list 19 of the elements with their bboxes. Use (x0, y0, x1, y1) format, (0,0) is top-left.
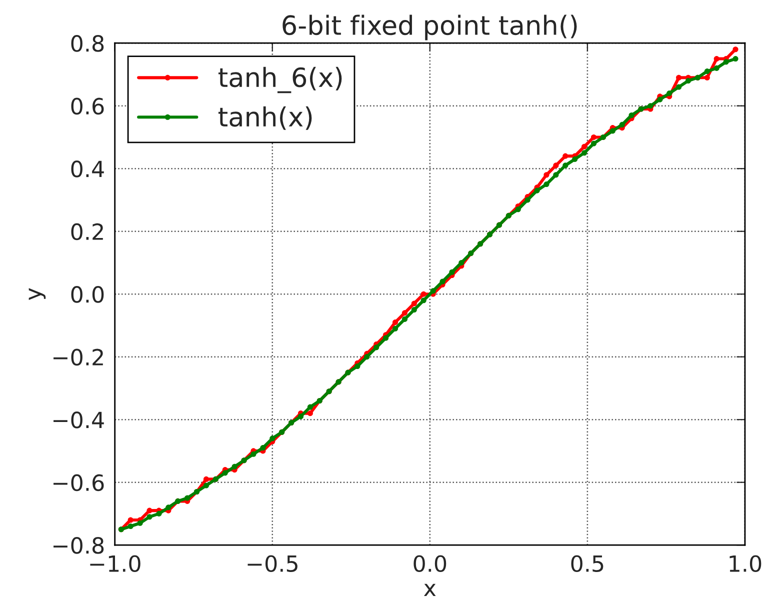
y-tick-label: 0.2 (71, 223, 103, 240)
y-tick-label: −0.4 (54, 412, 104, 428)
x-tick-label: 0.5 (571, 555, 604, 572)
x-tick-label: −0.5 (248, 555, 298, 572)
y-tick-label: −0.2 (54, 348, 103, 366)
x-tick-label: −1.0 (90, 555, 140, 572)
y-tick-label: 0.6 (71, 98, 104, 115)
legend-label: tanh_6(x) (218, 66, 342, 94)
chart-title: 6-bit fixed point tanh() (282, 14, 577, 40)
y-tick-label: −0.8 (54, 537, 104, 554)
y-tick-label: 0.4 (71, 160, 104, 178)
legend-label: tanh(x) (218, 106, 312, 130)
y-tick-label: 0.0 (71, 286, 104, 303)
y-tick-label: 0.8 (71, 35, 104, 52)
x-tick-label: 1.0 (730, 555, 762, 572)
x-tick-label: 0.0 (414, 555, 446, 572)
x-axis-title: x (424, 584, 436, 596)
y-axis-title: y (28, 288, 46, 300)
y-tick-label: −0.6 (54, 474, 104, 492)
